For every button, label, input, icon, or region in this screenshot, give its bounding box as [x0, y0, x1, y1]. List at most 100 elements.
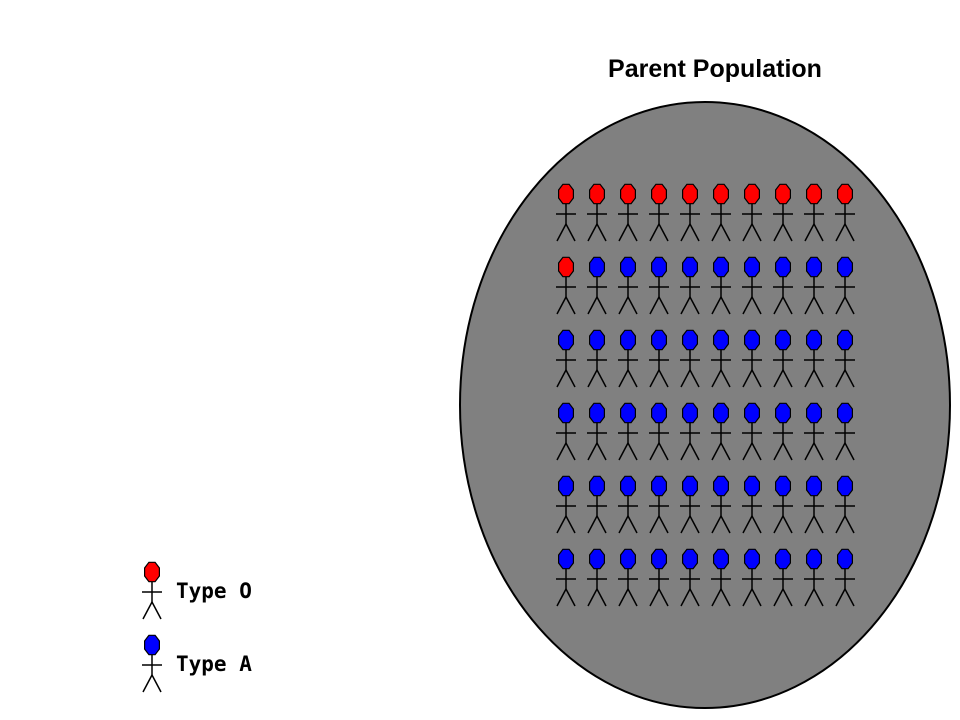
figure-leg-right	[689, 442, 700, 461]
population-figure-type-a	[804, 548, 824, 607]
figure-head	[650, 329, 668, 351]
figure-leg-left	[680, 588, 691, 607]
figure-leg-left	[711, 515, 722, 534]
figure-leg-right	[565, 369, 576, 388]
population-figure-type-a	[773, 256, 793, 315]
figure-head	[836, 548, 854, 570]
figure-leg-right	[627, 588, 638, 607]
figure-head	[743, 475, 761, 497]
figure-leg-left	[804, 223, 815, 242]
figure-leg-right	[627, 515, 638, 534]
figure-head	[557, 256, 575, 278]
figure-leg-left	[835, 369, 846, 388]
figure-leg-left	[587, 515, 598, 534]
parent-population-ellipse	[459, 101, 951, 709]
population-figure-type-a	[773, 548, 793, 607]
figure-leg-left	[556, 588, 567, 607]
figure-leg-left	[556, 515, 567, 534]
figure-leg-right	[565, 588, 576, 607]
figure-leg-left	[742, 223, 753, 242]
population-figure-type-a	[587, 402, 607, 461]
population-figure-type-a	[649, 402, 669, 461]
figure-leg-right	[720, 369, 731, 388]
figure-head	[836, 329, 854, 351]
population-figure-type-o	[835, 183, 855, 242]
figure-leg-right	[689, 369, 700, 388]
population-figure-type-a	[711, 402, 731, 461]
figure-head	[681, 329, 699, 351]
legend-label-type-o: Type O	[176, 579, 252, 603]
population-figure-type-a	[773, 475, 793, 534]
figure-leg-left	[773, 369, 784, 388]
figure-leg-left	[773, 515, 784, 534]
figure-leg-left	[711, 223, 722, 242]
figure-leg-left	[618, 369, 629, 388]
figure-head	[774, 183, 792, 205]
legend-stick-figure	[142, 561, 162, 620]
legend-label-type-a: Type A	[176, 652, 252, 676]
figure-head	[805, 256, 823, 278]
population-figure-type-a	[587, 475, 607, 534]
figure-head	[619, 329, 637, 351]
population-figure-type-a	[649, 329, 669, 388]
figure-leg-right	[658, 442, 669, 461]
figure-leg-left	[804, 369, 815, 388]
figure-leg-right	[751, 442, 762, 461]
population-figure-type-a	[835, 475, 855, 534]
population-figure-type-a	[804, 329, 824, 388]
population-figure-type-a	[742, 402, 762, 461]
population-figure-type-a	[711, 548, 731, 607]
figure-leg-right	[565, 296, 576, 315]
figure-head	[805, 475, 823, 497]
figure-leg-right	[844, 515, 855, 534]
figure-leg-right	[627, 296, 638, 315]
figure-leg-right	[689, 588, 700, 607]
figure-leg-right	[565, 442, 576, 461]
figure-leg-right	[596, 223, 607, 242]
diagram-title: Parent Population	[608, 55, 822, 83]
figure-head	[743, 548, 761, 570]
figure-head	[650, 256, 668, 278]
figure-head	[650, 548, 668, 570]
figure-leg-right	[751, 296, 762, 315]
legend-stick-figure	[142, 634, 162, 693]
figure-leg-right	[689, 515, 700, 534]
figure-leg-left	[773, 296, 784, 315]
figure-head	[619, 256, 637, 278]
figure-leg-right	[813, 223, 824, 242]
figure-head	[557, 548, 575, 570]
population-figure-type-o	[742, 183, 762, 242]
figure-leg-left	[742, 369, 753, 388]
figure-leg-left	[587, 296, 598, 315]
figure-leg-right	[813, 588, 824, 607]
population-figure-type-a	[587, 329, 607, 388]
figure-head	[144, 561, 160, 583]
figure-head	[681, 183, 699, 205]
figure-head	[836, 183, 854, 205]
figure-leg-left	[680, 515, 691, 534]
figure-leg-left	[835, 588, 846, 607]
figure-head	[805, 402, 823, 424]
figure-leg-left	[835, 515, 846, 534]
figure-head	[743, 256, 761, 278]
figure-leg-right	[844, 296, 855, 315]
figure-head	[588, 475, 606, 497]
population-figure-type-a	[742, 256, 762, 315]
figure-head	[836, 256, 854, 278]
figure-head	[774, 475, 792, 497]
figure-leg-left	[587, 369, 598, 388]
figure-leg-left	[742, 442, 753, 461]
figure-leg-right	[689, 223, 700, 242]
population-figure-type-a	[742, 329, 762, 388]
figure-leg-left	[618, 296, 629, 315]
figure-head	[650, 402, 668, 424]
population-figure-type-a	[556, 402, 576, 461]
population-figure-type-a	[835, 256, 855, 315]
figure-head	[805, 548, 823, 570]
figure-head	[774, 402, 792, 424]
figure-head	[557, 475, 575, 497]
figure-head	[712, 402, 730, 424]
figure-leg-left	[804, 588, 815, 607]
figure-head	[774, 329, 792, 351]
